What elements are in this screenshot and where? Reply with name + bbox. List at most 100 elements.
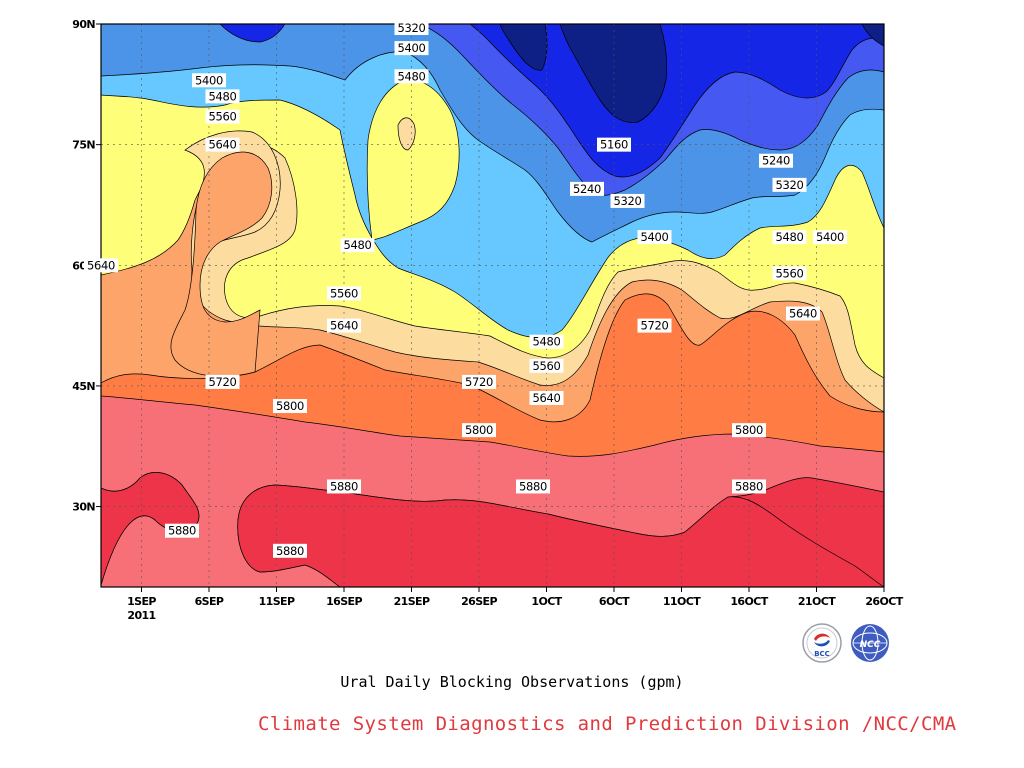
contour-labels: 5320 5400 5480 5400 5480 5560 5640 5160 5240 5240… bbox=[84, 21, 847, 558]
x-tick-label: 16OCT bbox=[730, 595, 768, 608]
contour-label: 5320 bbox=[610, 193, 645, 208]
y-tick-label: 90N bbox=[72, 18, 95, 31]
contour-label-text: 5480 bbox=[397, 69, 425, 83]
contour-label: 5640 bbox=[529, 390, 564, 405]
band-below-5160 bbox=[559, 24, 667, 123]
x-tick-label: 16SEP bbox=[326, 595, 362, 608]
contour-label-text: 5480 bbox=[532, 335, 560, 349]
contour-label: 5560 bbox=[529, 358, 564, 373]
contour-label-text: 5880 bbox=[276, 544, 304, 558]
credit-line: Climate System Diagnostics and Predictio… bbox=[258, 713, 957, 735]
contour-label: 5560 bbox=[205, 109, 240, 124]
x-tick-label: 6OCT bbox=[599, 595, 630, 608]
contour-label: 5400 bbox=[813, 230, 847, 245]
contour-fields bbox=[101, 24, 884, 587]
contour-label: 5240 bbox=[759, 153, 793, 168]
band-5640-tongue bbox=[170, 151, 273, 377]
ncc-logo-text: NCC bbox=[860, 640, 881, 650]
ncc-logo: NCC bbox=[851, 624, 889, 662]
contour-label-text: 5560 bbox=[775, 266, 803, 280]
contour-label-text: 5480 bbox=[775, 230, 803, 244]
contour-label-text: 5880 bbox=[330, 479, 358, 493]
contour-label: 5480 bbox=[340, 238, 375, 253]
band-5880-west bbox=[101, 472, 200, 586]
contour-label-text: 5880 bbox=[519, 479, 547, 493]
bcc-logo-text: BCC bbox=[814, 650, 830, 658]
contour-label-text: 5320 bbox=[775, 178, 803, 192]
band-below-5160-n bbox=[499, 24, 548, 71]
contour-label: 5560 bbox=[327, 286, 361, 301]
contour-label: 5720 bbox=[205, 374, 240, 389]
contour-label: 5560 bbox=[772, 266, 807, 281]
contour-label: 5800 bbox=[732, 423, 766, 438]
contour-label: 5880 bbox=[165, 523, 199, 538]
contour-label: 5320 bbox=[772, 177, 807, 192]
contour-label-text: 5640 bbox=[532, 391, 560, 405]
contour-label-text: 5320 bbox=[613, 194, 641, 208]
contour-label-text: 5400 bbox=[397, 41, 425, 55]
contour-label-text: 5880 bbox=[168, 524, 196, 538]
contour-label: 5320 bbox=[394, 21, 429, 36]
contour-label: 5480 bbox=[394, 69, 429, 84]
contour-label: 5400 bbox=[637, 230, 672, 245]
contour-label-text: 5480 bbox=[343, 238, 371, 252]
contour-label: 5480 bbox=[772, 230, 807, 245]
contour-label: 5880 bbox=[516, 479, 550, 494]
contour-label-text: 5160 bbox=[600, 138, 628, 152]
x-tick-label: 21SEP bbox=[394, 595, 430, 608]
contour-label: 5400 bbox=[394, 41, 429, 56]
x-tick-label: 1OCT bbox=[531, 595, 562, 608]
band-5880-south bbox=[237, 484, 884, 587]
contour-label: 5640 bbox=[786, 306, 820, 321]
contour-label: 5800 bbox=[462, 423, 496, 438]
contour-label-text: 5640 bbox=[87, 258, 115, 272]
contour-label-text: 5880 bbox=[735, 479, 763, 493]
contour-label-text: 5720 bbox=[465, 375, 493, 389]
contour-label-text: 5240 bbox=[762, 154, 790, 168]
contour-label-text: 5800 bbox=[465, 423, 493, 437]
chart-caption: Ural Daily Blocking Observations (gpm) bbox=[340, 673, 684, 691]
x-year-label: 2011 bbox=[127, 609, 155, 622]
contour-label: 5400 bbox=[192, 73, 226, 88]
contour-label: 5800 bbox=[273, 399, 307, 414]
contour-label: 5880 bbox=[732, 479, 766, 494]
x-tick-label: 11SEP bbox=[259, 595, 295, 608]
contour-label: 5880 bbox=[273, 543, 307, 558]
contour-label: 5880 bbox=[327, 479, 361, 494]
contour-label-text: 5640 bbox=[789, 307, 817, 321]
contour-label-text: 5480 bbox=[208, 89, 236, 103]
logos: BCC NCC bbox=[802, 623, 889, 663]
contour-label-text: 5800 bbox=[735, 423, 763, 437]
x-tick-label: 26OCT bbox=[865, 595, 903, 608]
contour-label-text: 5400 bbox=[816, 230, 844, 244]
contour-label-text: 5720 bbox=[640, 319, 668, 333]
contour-label-text: 5720 bbox=[208, 375, 236, 389]
contour-label: 5480 bbox=[529, 334, 564, 349]
band-5160-5240 bbox=[469, 24, 884, 178]
contour-label-text: 5560 bbox=[330, 286, 358, 300]
band-5160-nw bbox=[219, 24, 286, 43]
contour-label: 5640 bbox=[205, 137, 240, 152]
contour-label-text: 5560 bbox=[532, 359, 560, 373]
x-tick-label: 6SEP bbox=[195, 595, 224, 608]
x-tick-label: 1SEP bbox=[127, 595, 156, 608]
blob-21sep bbox=[366, 79, 460, 241]
contour-label-text: 5320 bbox=[397, 21, 425, 35]
contour-label-text: 5640 bbox=[330, 319, 358, 333]
y-tick-label: 30N bbox=[72, 501, 95, 514]
contour-label: 5720 bbox=[462, 374, 496, 389]
contour-label-text: 5640 bbox=[208, 138, 236, 152]
band-below-5160-ne bbox=[861, 24, 884, 47]
contour-label-text: 5400 bbox=[640, 230, 668, 244]
y-tick-label: 75N bbox=[72, 139, 95, 152]
bcc-logo: BCC bbox=[802, 623, 842, 663]
y-tick-label: 45N bbox=[72, 380, 95, 393]
contour-label: 5640 bbox=[84, 258, 118, 273]
contour-label: 5240 bbox=[570, 181, 604, 196]
plot-frame bbox=[100, 23, 885, 588]
contour-label: 5720 bbox=[637, 318, 672, 333]
x-tick-label: 26SEP bbox=[461, 595, 497, 608]
contour-label-text: 5560 bbox=[208, 109, 236, 123]
